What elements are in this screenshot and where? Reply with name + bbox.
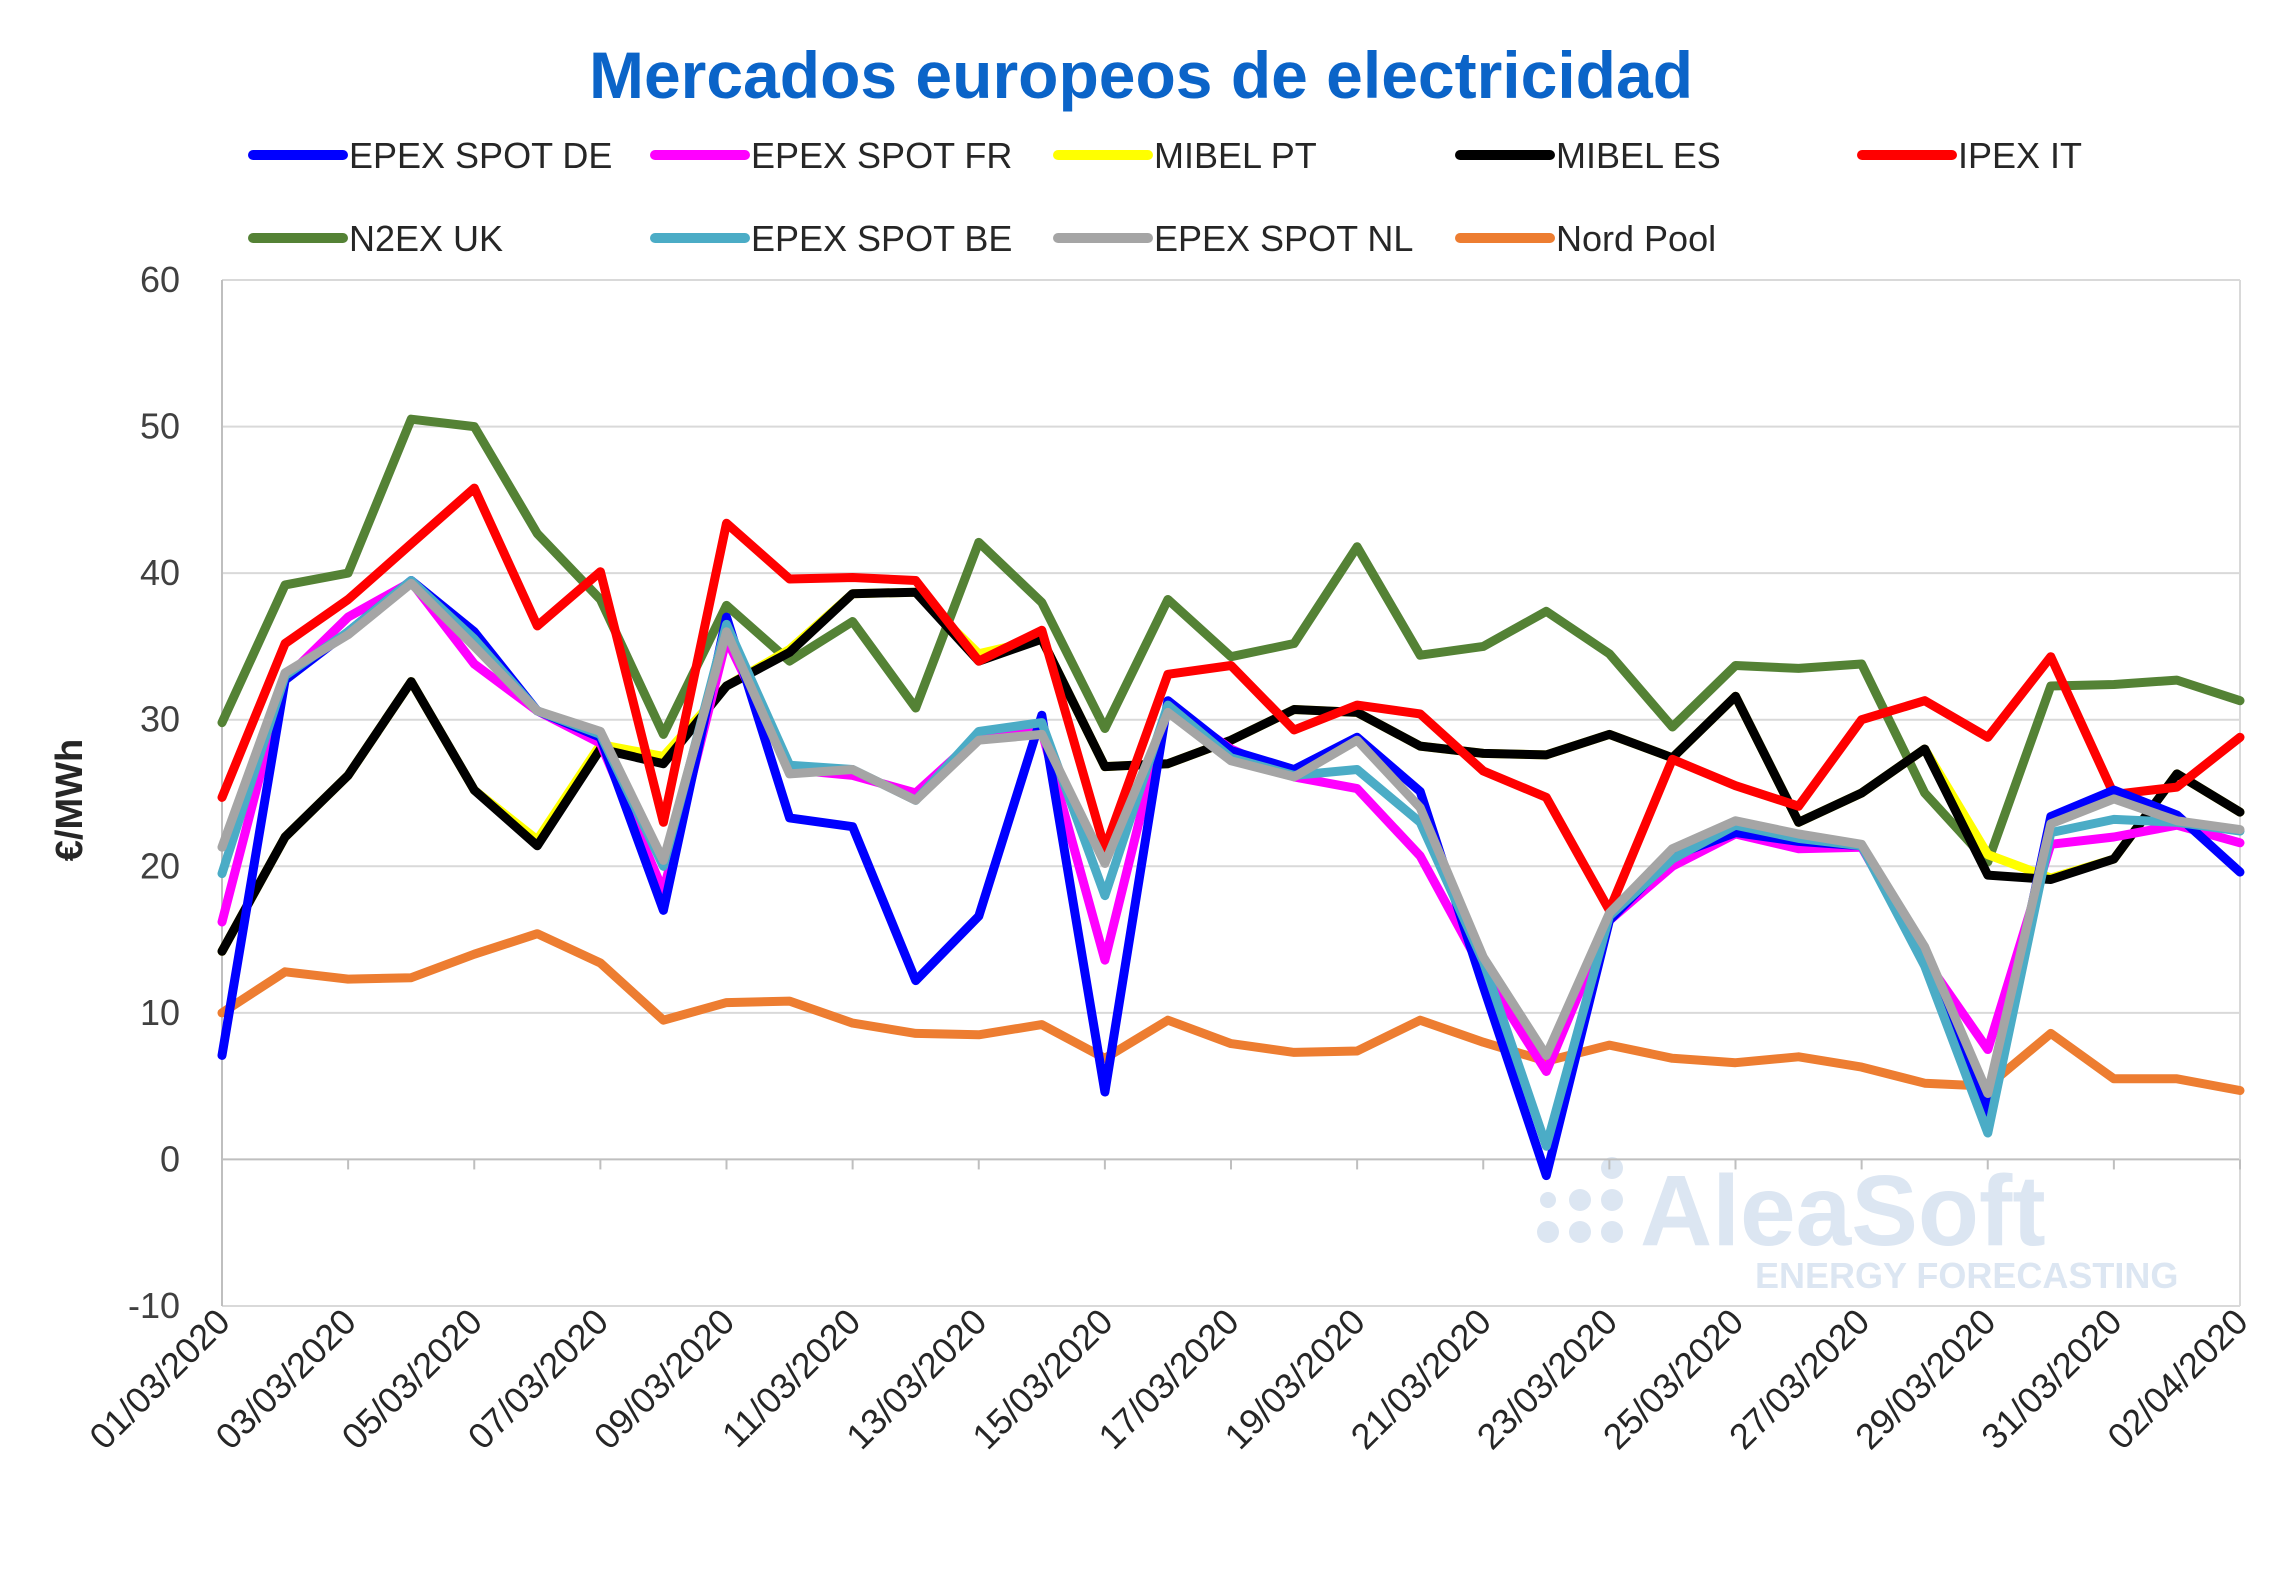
series-line-epex-spot-nl <box>217 578 2245 1098</box>
legend-label: EPEX SPOT DE <box>349 135 612 176</box>
legend-label: Nord Pool <box>1556 218 1716 259</box>
legend-item-n2ex-uk: N2EX UK <box>248 218 503 259</box>
legend-item-nord-pool: Nord Pool <box>1455 218 1716 259</box>
y-tick-label: 10 <box>140 992 180 1033</box>
series-line-n2ex-uk <box>217 414 2245 867</box>
y-tick-label: 60 <box>140 259 180 300</box>
legend-item-mibel-es: MIBEL ES <box>1455 135 1721 176</box>
watermark-brand: AleaSoft <box>1640 1155 2046 1267</box>
series-line-ipex-it <box>217 483 2245 915</box>
legend-item-epex-spot-fr: EPEX SPOT FR <box>650 135 1012 176</box>
legend-item-epex-spot-be: EPEX SPOT BE <box>650 218 1012 259</box>
y-tick-label: 0 <box>160 1138 180 1179</box>
legend-item-ipex-it: IPEX IT <box>1857 135 2082 176</box>
y-tick-label: 20 <box>140 845 180 886</box>
logo-dot <box>1540 1192 1556 1208</box>
y-axis-label: €/MWh <box>49 739 91 861</box>
y-tick-label: 50 <box>140 406 180 447</box>
legend-label: IPEX IT <box>1958 135 2082 176</box>
logo-dot <box>1601 1157 1623 1179</box>
aleasoft-logo-icon <box>1537 1157 1623 1243</box>
y-axis-ticks: -10 0 10 20 30 40 50 60 <box>128 259 180 1326</box>
legend-label: MIBEL PT <box>1154 135 1317 176</box>
series-line-mibel-es <box>217 587 2245 956</box>
logo-dot <box>1601 1221 1623 1243</box>
legend-label: EPEX SPOT BE <box>751 218 1012 259</box>
logo-dot <box>1601 1189 1623 1211</box>
legend-label: EPEX SPOT FR <box>751 135 1012 176</box>
legend-label: EPEX SPOT NL <box>1154 218 1413 259</box>
logo-dot <box>1569 1221 1591 1243</box>
legend-label: N2EX UK <box>349 218 503 259</box>
chart-title: Mercados europeos de electricidad <box>589 38 1693 112</box>
legend-label: MIBEL ES <box>1556 135 1721 176</box>
logo-dot <box>1569 1189 1591 1211</box>
logo-dot <box>1537 1221 1559 1243</box>
chart-gridlines <box>222 279 2240 1307</box>
series-line-nord-pool <box>217 929 2245 1095</box>
watermark-tagline: ENERGY FORECASTING <box>1755 1255 2178 1296</box>
legend-item-mibel-pt: MIBEL PT <box>1053 135 1317 176</box>
chart-axes <box>221 280 2241 1306</box>
chart-series <box>217 414 2245 1181</box>
y-tick-label: 40 <box>140 552 180 593</box>
chart-legend: EPEX SPOT DE EPEX SPOT FR MIBEL PT MIBEL ES… <box>248 135 2082 259</box>
legend-item-epex-spot-nl: EPEX SPOT NL <box>1053 218 1413 259</box>
y-tick-label: -10 <box>128 1285 180 1326</box>
legend-item-epex-spot-de: EPEX SPOT DE <box>248 135 612 176</box>
y-tick-label: 30 <box>140 699 180 740</box>
aleasoft-watermark: AleaSoft ENERGY FORECASTING <box>1537 1155 2178 1296</box>
